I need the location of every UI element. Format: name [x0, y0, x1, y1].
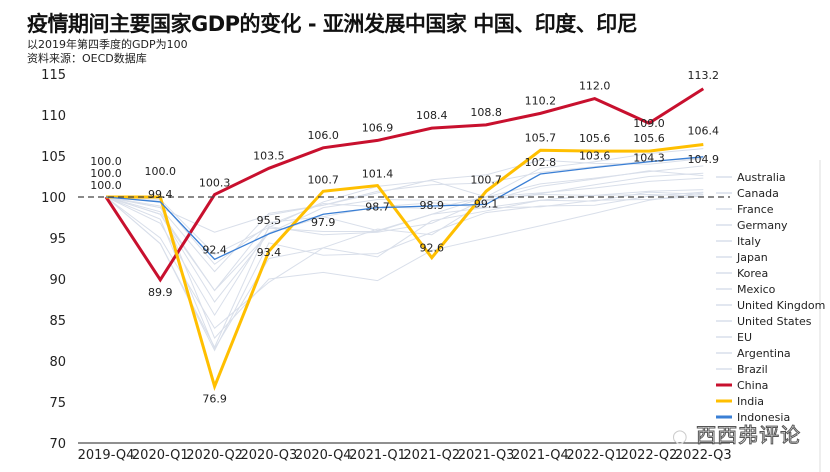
watermark: ○ 西西弗评论	[672, 424, 801, 448]
data-label: 100.0	[90, 155, 122, 168]
series-line-eu	[105, 177, 704, 317]
series-line-mexico	[105, 192, 704, 339]
data-label: 93.4	[257, 246, 282, 259]
data-label: 106.9	[362, 121, 394, 134]
data-label: 103.5	[253, 149, 285, 162]
y-tick-label: 80	[49, 355, 66, 370]
x-tick-label: 2020-Q3	[241, 448, 298, 463]
series-line-japan	[105, 191, 704, 265]
series-line-united-states	[105, 157, 704, 273]
data-label: 92.4	[202, 243, 227, 256]
legend-item: Mexico	[737, 283, 776, 296]
data-label: 104.3	[633, 152, 665, 165]
series-line-india	[106, 143, 704, 392]
x-tick-label: 2022-Q2	[621, 448, 678, 463]
data-label: 98.9	[420, 199, 445, 212]
legend-item: Italy	[737, 235, 761, 248]
y-tick-label: 75	[49, 396, 66, 411]
wechat-icon: ○	[672, 426, 689, 447]
y-tick-label: 100	[41, 191, 66, 206]
data-label: 106.4	[688, 125, 720, 138]
chart-subtitle: 以2019年第四季度的GDP为100	[27, 38, 188, 51]
legend-item: Canada	[737, 187, 779, 200]
series-line-korea	[105, 157, 704, 233]
x-tick-label: 2020-Q2	[186, 448, 243, 463]
legend-item: Argentina	[737, 347, 791, 360]
y-tick-label: 95	[49, 232, 66, 247]
data-label: 97.9	[311, 216, 336, 229]
data-label: 113.2	[688, 69, 720, 82]
data-label: 89.9	[148, 286, 173, 299]
y-tick-label: 70	[49, 437, 66, 452]
x-tick-label: 2021-Q3	[458, 448, 515, 463]
data-label: 105.7	[525, 131, 557, 144]
data-label: 76.9	[202, 392, 227, 405]
series-line-united-kingdom	[105, 194, 704, 350]
data-label: 100.7	[307, 173, 339, 186]
watermark-text: 西西弗评论	[696, 423, 802, 447]
x-tick-label: 2020-Q1	[132, 448, 189, 463]
y-tick-label: 115	[41, 68, 66, 83]
series-line-indonesia	[105, 156, 704, 261]
series-line-brazil	[105, 172, 704, 292]
chart-title: 疫情期间主要国家GDP的变化 - 亚洲发展中国家 中国、印度、印尼	[27, 12, 638, 36]
y-tick-label: 105	[41, 150, 66, 165]
series-line-australia	[105, 148, 704, 256]
y-tick-label: 110	[41, 109, 66, 124]
data-label: 100.0	[90, 167, 122, 180]
data-label: 103.6	[579, 149, 611, 162]
data-label: 98.7	[365, 201, 390, 214]
legend-item: Korea	[737, 267, 768, 280]
data-label: 92.6	[420, 242, 445, 255]
data-label: 106.0	[307, 129, 339, 142]
x-tick-label: 2021-Q1	[349, 448, 406, 463]
legend-item: United States	[737, 315, 812, 328]
series-line-france	[105, 189, 704, 349]
legend-item: Indonesia	[737, 411, 790, 424]
data-label: 100.7	[470, 173, 502, 186]
legend-item: United Kingdom	[737, 299, 825, 312]
legend-item: Brazil	[737, 363, 768, 376]
data-label: 108.4	[416, 109, 448, 122]
x-tick-label: 2022-Q3	[675, 448, 732, 463]
data-label: 101.4	[362, 168, 394, 181]
y-tick-label: 90	[49, 273, 66, 288]
x-tick-label: 2021-Q4	[512, 448, 569, 463]
chart-source: 资料来源：OECD数据库	[27, 52, 147, 65]
data-label: 110.2	[525, 94, 557, 107]
legend-item: France	[737, 203, 774, 216]
legend-item: Germany	[737, 219, 788, 232]
legend-item: Australia	[737, 171, 786, 184]
data-label: 100.0	[90, 179, 122, 192]
legend-item: China	[737, 379, 768, 392]
data-label: 105.6	[633, 132, 665, 145]
series-line-china	[104, 87, 705, 283]
data-label: 109.0	[633, 117, 665, 130]
data-label: 102.8	[525, 156, 557, 169]
x-tick-label: 2019-Q4	[78, 448, 135, 463]
data-label: 99.1	[474, 197, 499, 210]
data-label: 112.0	[579, 80, 611, 93]
series-line-canada	[105, 165, 704, 303]
data-label: 100.0	[145, 165, 177, 178]
data-label: 105.6	[579, 132, 611, 145]
legend-item: Japan	[736, 251, 768, 264]
y-tick-label: 85	[49, 314, 66, 329]
data-label: 95.5	[257, 214, 282, 227]
legend-item: EU	[737, 331, 752, 344]
x-tick-label: 2020-Q4	[295, 448, 352, 463]
series-line-argentina	[105, 170, 704, 329]
data-label: 99.4	[148, 188, 173, 201]
x-tick-label: 2022-Q1	[566, 448, 623, 463]
series-line-italy	[105, 191, 704, 352]
x-tick-label: 2021-Q2	[403, 448, 460, 463]
data-label: 100.3	[199, 177, 231, 190]
legend-item: India	[737, 395, 764, 408]
data-label: 108.8	[470, 106, 502, 119]
data-label: 104.9	[688, 153, 720, 166]
